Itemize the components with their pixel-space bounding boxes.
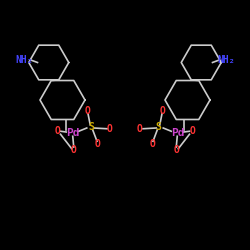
Text: Pd: Pd [66,128,79,138]
Text: O: O [150,139,156,149]
Text: NH₂: NH₂ [218,55,235,65]
Text: Pd: Pd [171,128,184,138]
Text: O: O [71,145,77,155]
Text: O: O [94,139,100,149]
Text: O: O [190,126,196,136]
Text: O: O [107,124,113,134]
Text: O: O [160,106,166,116]
Text: O: O [54,126,60,136]
Text: O: O [173,145,179,155]
Text: NH₂: NH₂ [15,55,32,65]
Text: S: S [88,122,94,132]
Text: S: S [156,122,162,132]
Text: O: O [137,124,143,134]
Text: O: O [84,106,90,116]
